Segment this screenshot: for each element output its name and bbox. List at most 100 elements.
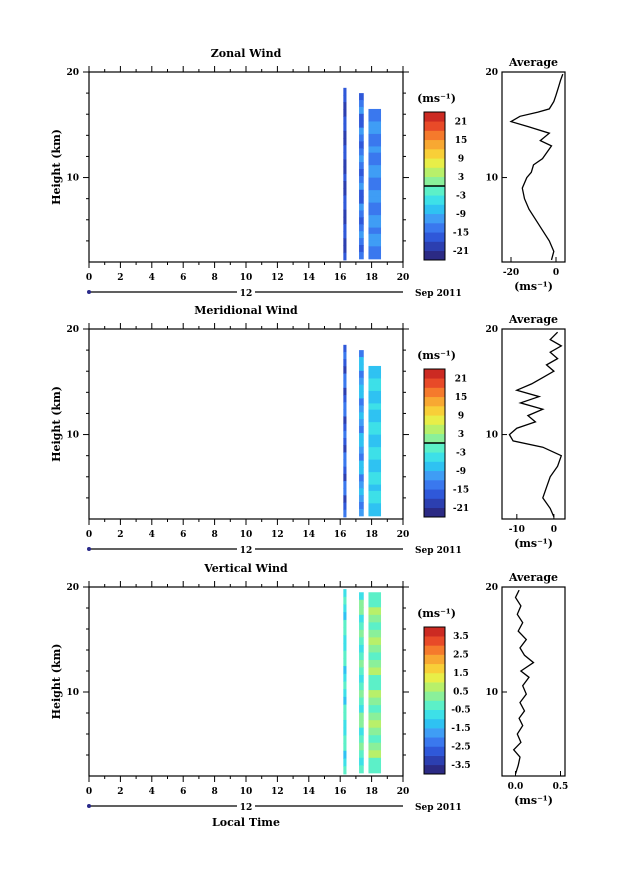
colorbar-tick-label: -15 (453, 485, 469, 495)
data-cell (359, 652, 364, 661)
x-tick-label: 16 (334, 530, 347, 540)
data-cell (368, 447, 382, 454)
data-cell (359, 182, 364, 191)
data-cell (359, 391, 364, 399)
colorbar-tick-label: 21 (455, 374, 468, 384)
data-cell (359, 148, 364, 156)
colorbar-swatch (424, 489, 445, 499)
colorbar-swatch (424, 746, 445, 756)
x-tick-label: 20 (397, 273, 410, 283)
data-cell (343, 252, 347, 261)
data-cell (359, 742, 364, 751)
data-cell (359, 675, 364, 684)
data-cell (368, 372, 382, 379)
colorbar-tick-label: -3 (456, 448, 466, 458)
data-cell (359, 238, 364, 246)
x-tick-label: 12 (271, 530, 284, 540)
data-cell (343, 681, 347, 690)
data-cell (359, 508, 364, 517)
data-cell (343, 95, 347, 103)
colorbar-swatch (424, 396, 445, 407)
data-cell (343, 612, 347, 621)
data-cell (343, 766, 347, 775)
x-tick-label: 12 (271, 787, 284, 797)
data-cell (359, 720, 364, 729)
date-label-bg (237, 288, 255, 297)
data-cell (343, 619, 347, 629)
data-cell (359, 405, 364, 413)
x-tick-label: 14 (303, 273, 316, 283)
data-cell (359, 155, 364, 163)
colorbar-swatch (424, 186, 445, 196)
data-cell (343, 359, 347, 367)
data-cell (343, 238, 347, 247)
data-cell (368, 697, 382, 706)
colorbar-swatch (424, 232, 445, 242)
data-cell (368, 202, 382, 210)
data-cell (343, 495, 347, 504)
data-cell (343, 409, 347, 418)
x-tick-label: 16 (334, 787, 347, 797)
colorbar-swatch (424, 718, 445, 729)
data-cell (368, 390, 382, 398)
data-cell (359, 592, 364, 601)
data-cell (368, 108, 382, 116)
average-profile-line (508, 331, 563, 518)
data-cell (368, 490, 382, 498)
data-cell (359, 481, 364, 489)
colorbar-swatch (424, 112, 445, 122)
data-cell (359, 460, 364, 468)
colorbar-tick-label: 9 (458, 411, 464, 421)
x-tick-label: 6 (180, 787, 186, 797)
data-cell (359, 750, 364, 759)
plot-frame (88, 328, 404, 520)
date-label: 12 (240, 546, 253, 556)
month-label: Sep 2011 (415, 546, 462, 556)
data-cell (359, 203, 364, 211)
data-cell (359, 189, 364, 198)
data-cell (343, 181, 347, 189)
data-cell (359, 765, 364, 774)
x-tick-label: 2 (117, 273, 123, 283)
data-cell (359, 502, 364, 510)
data-cell (343, 650, 347, 659)
average-x-label: (ms⁻¹) (514, 537, 553, 550)
colorbar-swatch (424, 663, 445, 674)
average-x-tick-label: 0.5 (553, 782, 569, 792)
y-tick-label: 20 (66, 583, 79, 593)
data-cell (368, 190, 382, 197)
data-cell (359, 350, 364, 358)
data-cell (343, 735, 347, 744)
y-axis-label: Height (km) (50, 386, 63, 462)
panel-0: Zonal Wind 0 2 4 6 8 10 12 14 16 18 20 10 20 Height (k… (50, 47, 566, 299)
data-cell (359, 426, 364, 434)
x-tick-label: 0 (86, 530, 92, 540)
data-cell (343, 116, 347, 125)
average-frame (501, 328, 566, 520)
data-cell (368, 659, 382, 668)
data-cell (359, 637, 364, 646)
colorbar-swatch (424, 498, 445, 509)
data-cell (368, 592, 382, 601)
data-cell (359, 432, 364, 441)
colorbar-tick-label: 15 (455, 136, 468, 146)
colorbar-tick-label: -15 (453, 228, 469, 238)
data-cell (359, 398, 364, 406)
data-cell (368, 682, 382, 691)
data-cell (368, 378, 382, 386)
data-cell (359, 607, 364, 616)
data-cell (368, 177, 382, 185)
date-label-bg (237, 545, 255, 554)
average-x-tick-label: 0 (553, 268, 559, 278)
average-title: Average (508, 56, 558, 69)
average-x-label: (ms⁻¹) (514, 794, 553, 807)
data-cell (368, 115, 382, 122)
data-cell (359, 134, 364, 142)
y-tick-label: 10 (66, 431, 79, 441)
data-cell (343, 666, 347, 675)
data-cell (343, 416, 347, 425)
date-marker (87, 290, 91, 294)
data-cell (359, 682, 364, 691)
data-cell (343, 502, 347, 511)
data-cell (368, 384, 382, 392)
